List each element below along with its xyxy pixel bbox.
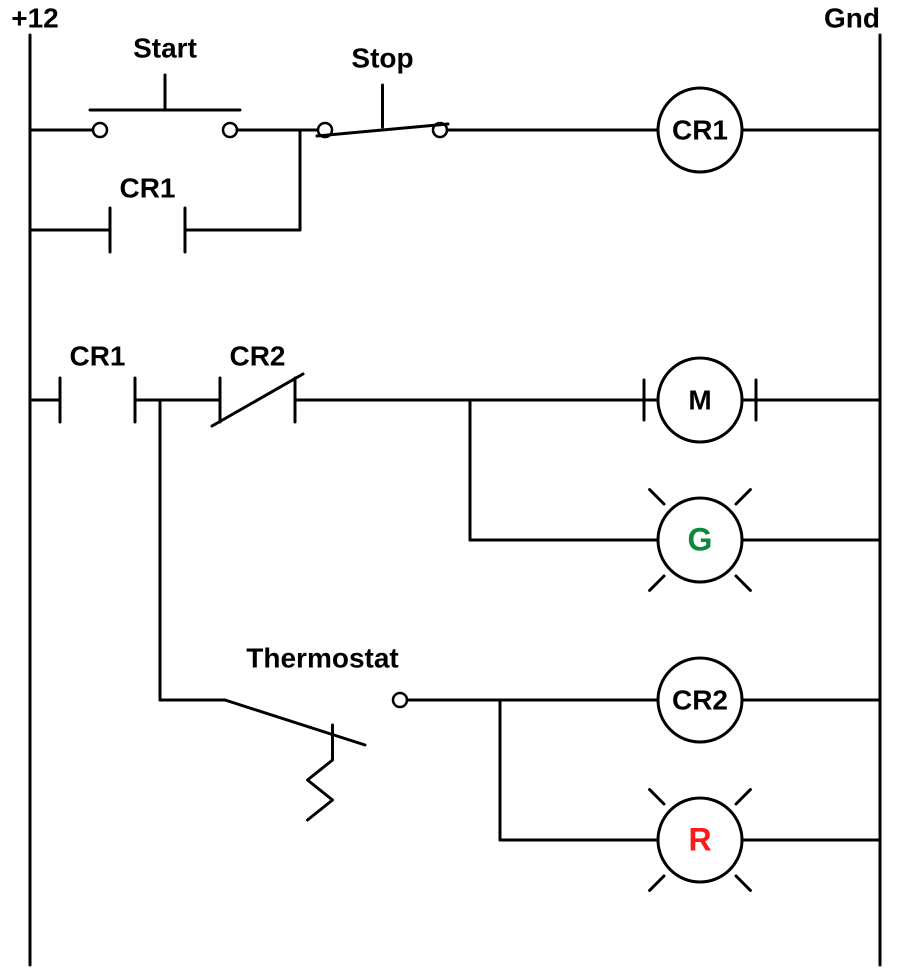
cr1-aux-label: CR1: [119, 172, 175, 203]
thermostat-label: Thermostat: [246, 642, 398, 673]
left-rail-label: +12: [11, 2, 59, 33]
cr2-nc-label: CR2: [229, 340, 285, 371]
stop-label: Stop: [351, 42, 413, 73]
right-rail-label: Gnd: [824, 2, 880, 33]
cr2-coil-label: CR2: [672, 684, 728, 715]
g-lamp-label: G: [688, 521, 713, 557]
r-lamp-label: R: [688, 821, 711, 857]
start-label: Start: [133, 32, 197, 63]
cr1-no-label: CR1: [69, 340, 125, 371]
ladder-diagram: +12 Gnd Start Stop CR1 CR1 CR1 CR2 M G Thermostat C…: [0, 0, 914, 975]
motor-label: M: [688, 384, 711, 415]
cr1-coil-label: CR1: [672, 114, 728, 145]
